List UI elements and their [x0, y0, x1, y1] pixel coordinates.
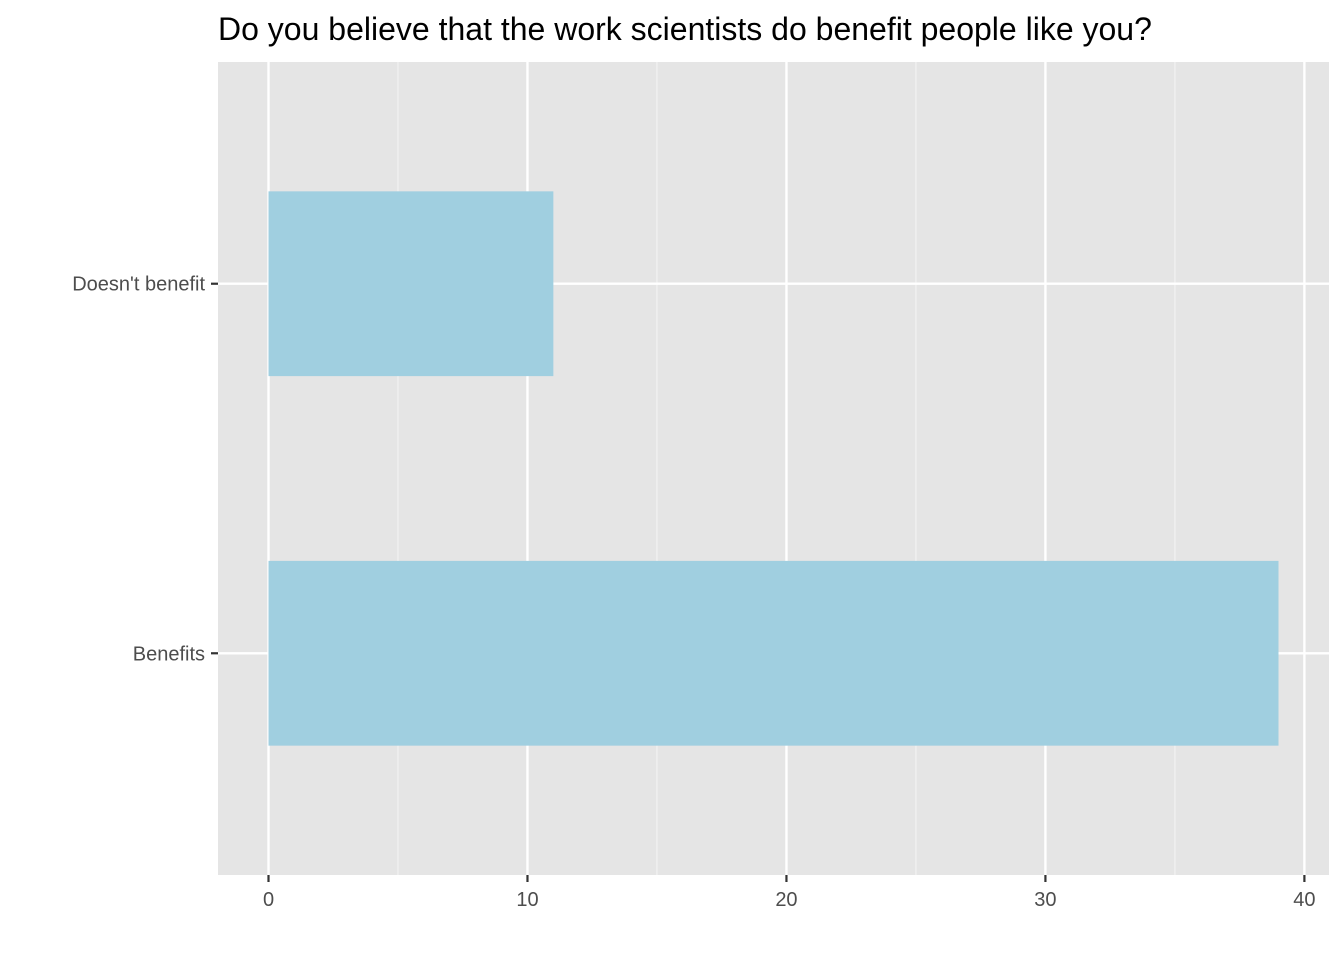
y-tick-label: Doesn't benefit	[72, 274, 205, 296]
bar	[268, 560, 1279, 746]
x-tick-label: 30	[1034, 889, 1056, 911]
plot-panel	[218, 62, 1329, 875]
x-tick-label: 40	[1293, 889, 1315, 911]
bar-layer	[268, 191, 1279, 746]
x-tick-label: 0	[263, 889, 274, 911]
x-tick-label: 20	[775, 889, 797, 911]
axis-layer: Doesn't benefit Benefits 0 10 20 30 40	[72, 274, 1315, 911]
chart-title: Do you believe that the work scientists …	[218, 11, 1152, 47]
x-tick-label: 10	[516, 889, 538, 911]
bar	[268, 191, 554, 377]
y-tick-label: Benefits	[133, 643, 205, 665]
